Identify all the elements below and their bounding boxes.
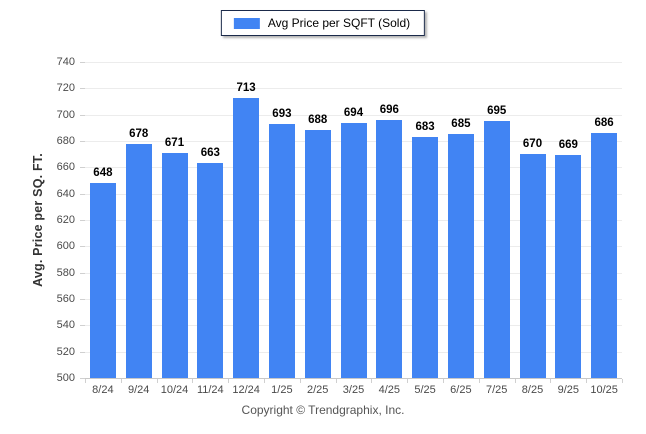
gridline (85, 62, 622, 63)
y-axis-tick (80, 167, 85, 169)
y-axis-tick-label: 560 (56, 293, 75, 305)
x-axis-tick (586, 379, 588, 383)
y-axis-tick (80, 299, 85, 300)
x-axis-tick-label: 6/25 (450, 384, 472, 396)
bar-value-label: 713 (236, 81, 256, 94)
x-axis-tick-label: 9/25 (557, 384, 579, 396)
y-axis-tick (80, 220, 85, 221)
y-axis-tick (80, 114, 85, 116)
bar-value-label: 685 (451, 118, 471, 131)
x-axis-tick-label: 10/24 (160, 384, 189, 396)
x-axis-tick-label: 1/25 (271, 384, 293, 396)
copyright-text: Copyright © Trendgraphix, Inc. (241, 403, 405, 417)
x-axis-tick-label: 10/25 (590, 384, 618, 396)
y-axis-tick-label: 680 (56, 135, 75, 147)
legend-swatch (233, 17, 260, 29)
x-axis-tick (550, 379, 552, 383)
x-axis-tick-label: 8/24 (92, 384, 114, 396)
bar-value-label: 694 (343, 106, 364, 119)
y-axis-tick (80, 325, 85, 327)
bar-11-24 (197, 163, 224, 378)
x-axis-line (85, 378, 622, 379)
x-axis-tick (299, 379, 301, 383)
bar-8-24 (89, 183, 116, 378)
x-axis-tick-label: 4/25 (378, 384, 400, 396)
x-axis-tick (622, 379, 623, 383)
x-axis-tick (85, 379, 86, 383)
y-axis-tick (80, 351, 85, 353)
x-axis-tick (371, 379, 373, 383)
bar-value-label: 670 (522, 138, 543, 151)
y-axis-tick (80, 141, 85, 142)
bar-1-25 (268, 123, 295, 378)
y-axis-tick-label: 740 (56, 56, 75, 68)
bar-value-label: 686 (594, 117, 614, 130)
y-axis-tick (80, 88, 85, 90)
bar-10-24 (161, 152, 188, 378)
x-axis-tick-label: 3/25 (342, 384, 365, 396)
bar-4-25 (376, 119, 403, 378)
bar-value-label: 669 (558, 139, 578, 152)
y-axis-tick-label: 660 (56, 161, 75, 174)
bar-value-label: 678 (129, 127, 149, 140)
x-axis-tick (443, 379, 444, 383)
legend-label: Avg Price per SQFT (Sold) (267, 16, 411, 30)
bar-2-25 (304, 130, 331, 378)
bar-value-label: 693 (272, 107, 292, 120)
x-axis-tick (407, 379, 409, 383)
y-axis-tick-label: 720 (56, 82, 75, 95)
gridline (85, 114, 622, 116)
bar-value-label: 671 (164, 136, 185, 149)
y-axis-tick (80, 378, 85, 379)
x-axis-tick (514, 379, 516, 383)
x-axis-tick-label: 5/25 (414, 384, 436, 396)
y-axis-tick-label: 600 (56, 240, 75, 253)
legend: Avg Price per SQFT (Sold) (220, 10, 426, 36)
x-axis-tick-label: 11/24 (196, 384, 224, 396)
bar-value-label: 683 (415, 121, 435, 134)
x-axis-tick (120, 379, 122, 383)
y-axis-tick (80, 62, 85, 63)
bar-7-25 (483, 121, 510, 378)
y-axis-tick-label: 540 (56, 319, 75, 332)
y-axis-tick (80, 272, 85, 274)
y-axis-tick-label: 500 (56, 372, 75, 384)
bar-value-label: 663 (200, 147, 220, 160)
bar-9-24 (125, 143, 152, 378)
y-axis-tick-label: 700 (56, 108, 75, 121)
bar-9-25 (555, 155, 582, 378)
x-axis-tick-label: 9/24 (127, 384, 150, 396)
x-axis-tick (156, 379, 158, 383)
gridline (85, 88, 622, 90)
x-axis-tick-label: 7/25 (485, 384, 508, 396)
x-axis-tick-label: 8/25 (521, 384, 544, 396)
x-axis-tick (478, 379, 480, 383)
bar-5-25 (412, 137, 439, 378)
bar-10-25 (591, 133, 618, 378)
y-axis-tick-label: 640 (56, 187, 75, 200)
y-axis-tick (80, 246, 85, 248)
bar-value-label: 688 (308, 114, 328, 127)
bar-12-24 (233, 97, 260, 378)
bar-8-25 (519, 154, 546, 378)
bar-value-label: 648 (93, 167, 113, 180)
x-axis-tick (192, 379, 194, 383)
bar-3-25 (340, 122, 367, 378)
y-axis-tick (80, 193, 85, 195)
y-axis-tick-label: 520 (56, 345, 75, 358)
y-axis-title: Avg. Price per SQ. FT. (31, 153, 45, 287)
bar-value-label: 695 (487, 105, 507, 118)
x-axis-tick (228, 379, 230, 383)
x-axis-tick (335, 379, 337, 383)
x-axis-tick (264, 379, 265, 383)
bar-6-25 (447, 134, 474, 378)
y-axis-tick-label: 580 (56, 266, 75, 279)
bar-value-label: 696 (379, 103, 399, 116)
x-axis-tick-label: 2/25 (306, 384, 329, 396)
plot-area (85, 62, 622, 378)
y-axis-tick-label: 620 (56, 214, 75, 226)
x-axis-tick-label: 12/24 (232, 384, 260, 396)
